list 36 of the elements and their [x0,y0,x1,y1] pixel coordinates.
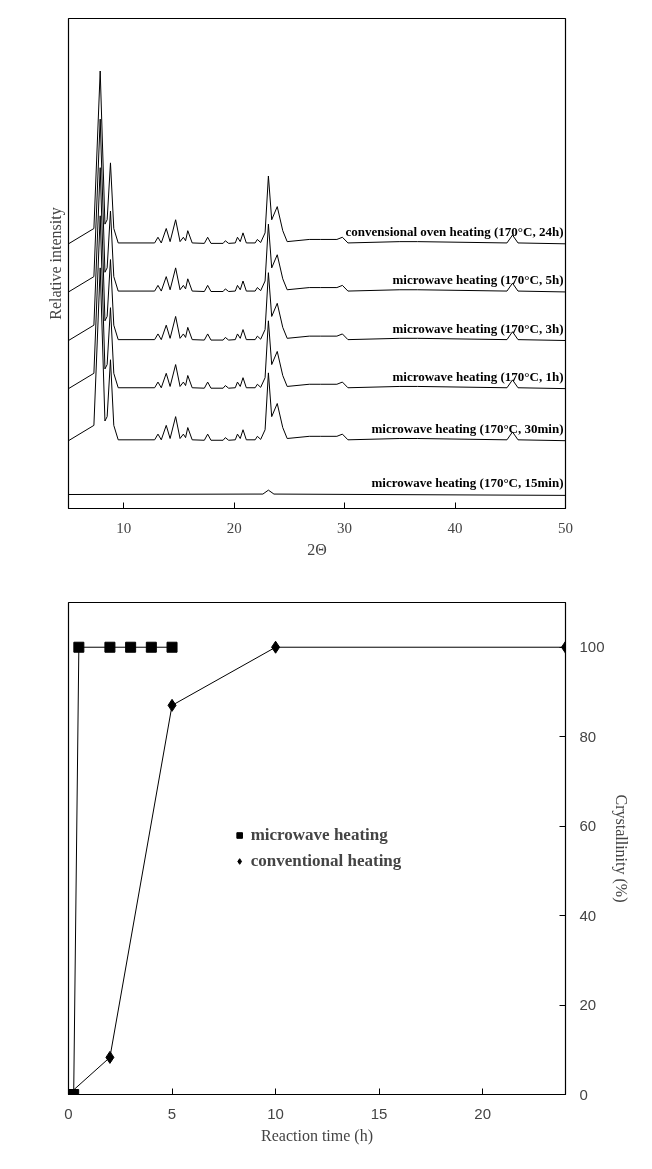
point [73,641,85,653]
series-label: microwave heating (170°C, 5h) [392,271,564,287]
y-tick-label: 80 [579,727,597,745]
x-tick-label: 50 [558,519,573,536]
x-tick-label: 20 [226,519,242,536]
series-label: microwave heating (170°C, 30min) [371,420,564,436]
y-axis-title: Crystallinity (%) [611,794,630,903]
y-tick-label: 20 [579,996,597,1014]
x-tick-label: 20 [474,1104,492,1122]
x-tick-label: 10 [116,519,132,536]
x-tick-label: 30 [337,519,353,536]
x-axis-title: 2Θ [307,540,327,558]
point [271,640,281,654]
y-tick-label: 60 [579,817,597,835]
point [166,641,178,653]
series-label: microwave heating (170°C, 1h) [392,368,564,384]
x-tick-label: 0 [64,1104,73,1122]
series-label: microwave heating (170°C, 15min) [371,475,564,491]
point [145,641,157,653]
series-label: convensional oven heating (170°C, 24h) [345,223,564,239]
point [104,641,116,653]
y-axis-title: Relative intensity [46,207,65,320]
legend-label: microwave heating [250,825,388,845]
y-tick-label: 100 [579,638,605,656]
x-tick-label: 10 [267,1104,284,1122]
legend-label: conventional heating [250,851,402,871]
series-label: microwave heating (170°C, 3h) [392,320,564,336]
y-tick-label: 0 [579,1085,588,1103]
point [167,698,177,712]
y-tick-label: 40 [579,906,597,924]
x-axis-title: Reaction time (h) [261,1126,373,1145]
x-tick-label: 40 [447,519,463,536]
point [125,641,137,653]
x-tick-label: 15 [370,1104,388,1122]
point [105,1050,115,1064]
x-tick-label: 5 [167,1104,177,1122]
